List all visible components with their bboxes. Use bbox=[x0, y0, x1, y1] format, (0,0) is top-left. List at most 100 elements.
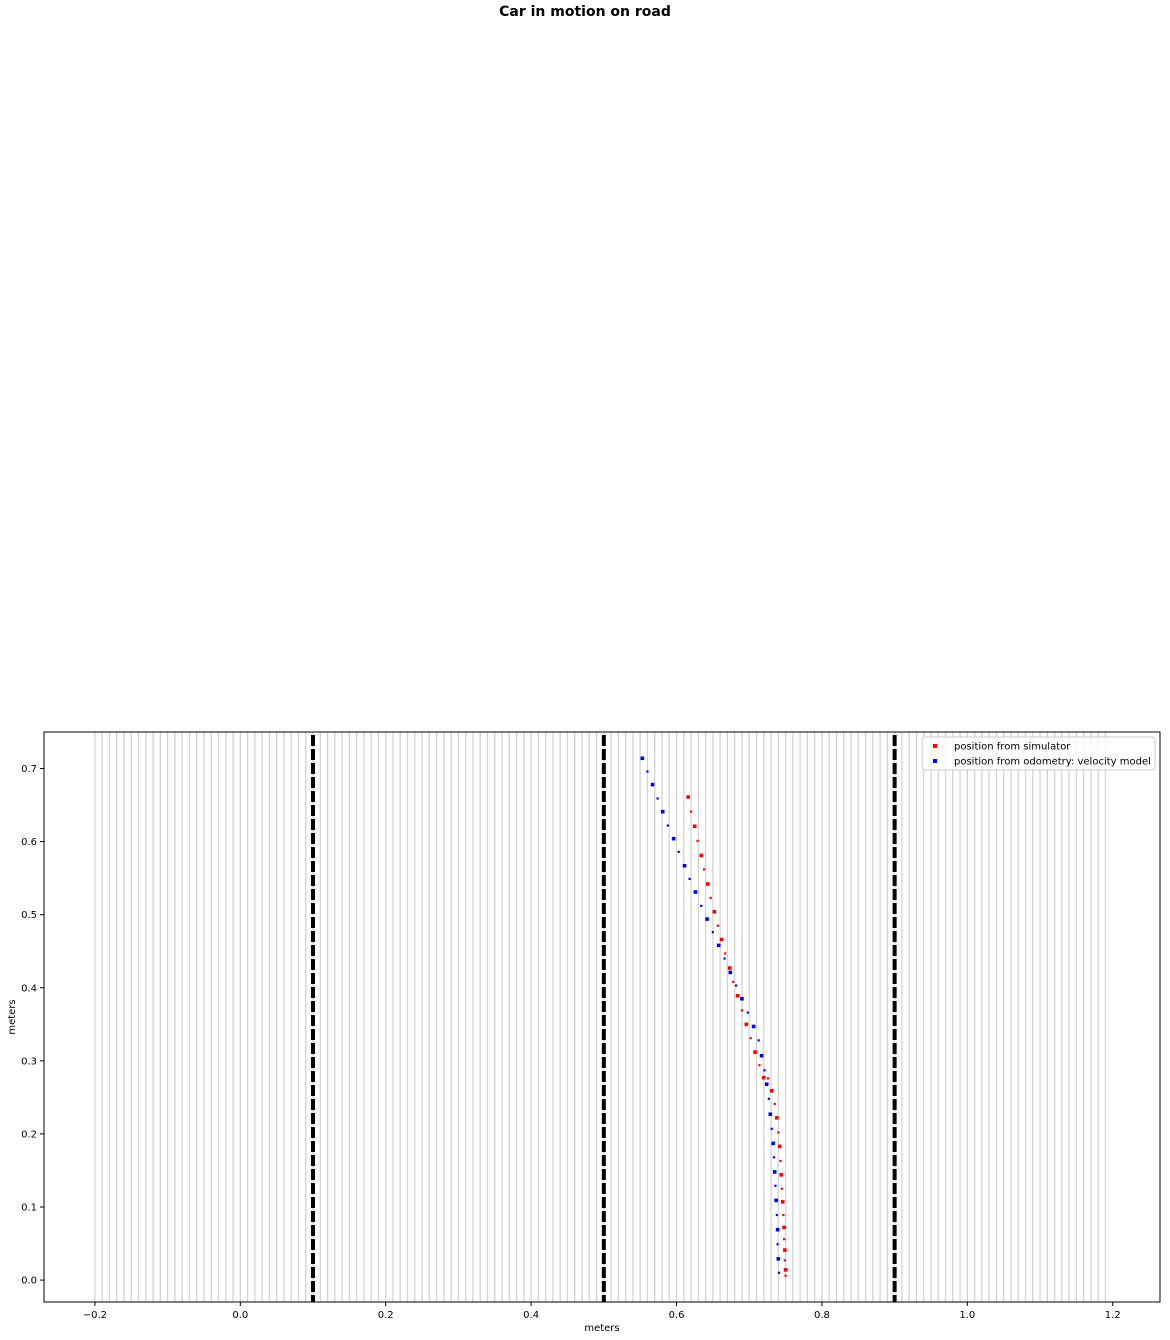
data-point bbox=[770, 1127, 773, 1130]
data-point bbox=[735, 984, 738, 987]
x-tick-label: 1.2 bbox=[1105, 1310, 1121, 1321]
data-point bbox=[735, 994, 740, 998]
data-point bbox=[775, 1227, 780, 1232]
x-tick-label: 0.2 bbox=[378, 1310, 394, 1321]
y-tick-label: 0.3 bbox=[21, 1056, 37, 1067]
data-point bbox=[705, 917, 709, 921]
road-lines bbox=[94, 732, 1107, 1302]
data-point bbox=[783, 1238, 786, 1241]
data-point bbox=[692, 824, 697, 829]
series-layer bbox=[640, 756, 788, 1277]
data-point bbox=[732, 980, 735, 984]
data-point bbox=[783, 1259, 786, 1262]
data-point bbox=[744, 1022, 749, 1027]
data-point bbox=[689, 810, 693, 813]
y-tick-label: 0.5 bbox=[21, 910, 37, 921]
data-point bbox=[767, 1077, 770, 1080]
data-point bbox=[779, 1159, 782, 1163]
y-axis: 0.0 0.1 0.2 0.3 0.4 0.5 0.6 0.7 bbox=[21, 764, 44, 1287]
data-point bbox=[686, 795, 690, 799]
data-point bbox=[746, 1011, 749, 1014]
data-point bbox=[753, 1050, 757, 1054]
data-point bbox=[777, 1131, 780, 1134]
x-tick-label: 0.0 bbox=[232, 1310, 248, 1321]
data-point bbox=[671, 836, 676, 841]
x-tick-label: 0.4 bbox=[523, 1310, 539, 1321]
legend-marker-odometry bbox=[933, 759, 937, 763]
data-point bbox=[712, 909, 717, 914]
data-point bbox=[751, 1024, 756, 1029]
data-point bbox=[700, 904, 703, 908]
chart-title: Car in motion on road bbox=[499, 4, 671, 20]
y-tick-label: 0.6 bbox=[21, 837, 37, 848]
x-tick-label: 0.6 bbox=[669, 1310, 685, 1321]
data-point bbox=[776, 1243, 779, 1246]
data-point bbox=[640, 756, 645, 761]
data-point bbox=[767, 1097, 770, 1100]
data-point bbox=[749, 1037, 752, 1040]
y-tick-label: 0.4 bbox=[21, 983, 37, 994]
data-point bbox=[784, 1274, 787, 1277]
data-point bbox=[759, 1053, 764, 1058]
x-tick-label: −0.2 bbox=[83, 1310, 107, 1321]
legend-marker-simulator bbox=[933, 744, 937, 748]
data-point bbox=[782, 1225, 786, 1230]
data-point bbox=[650, 782, 655, 787]
data-point bbox=[705, 882, 710, 886]
data-point bbox=[769, 1089, 774, 1093]
data-point bbox=[777, 1144, 782, 1149]
data-point bbox=[758, 1064, 761, 1067]
data-point bbox=[682, 863, 687, 868]
data-point bbox=[656, 797, 659, 800]
data-point bbox=[783, 1268, 788, 1272]
data-point bbox=[763, 1069, 766, 1072]
data-point bbox=[719, 937, 724, 942]
data-point bbox=[764, 1082, 769, 1087]
data-point bbox=[761, 1075, 766, 1080]
data-point bbox=[779, 1173, 784, 1177]
data-point bbox=[724, 952, 727, 955]
data-point bbox=[660, 809, 665, 814]
data-point bbox=[646, 770, 649, 773]
data-point bbox=[772, 1156, 776, 1159]
x-axis: −0.2 0.0 0.2 0.4 0.6 0.8 1.0 1.2 bbox=[83, 1302, 1121, 1321]
data-point bbox=[740, 1009, 744, 1012]
data-point bbox=[768, 1112, 773, 1116]
data-point bbox=[740, 996, 744, 1001]
legend-label-odometry: position from odometry: velocity model bbox=[954, 757, 1151, 768]
data-point bbox=[666, 824, 669, 827]
data-point bbox=[777, 1271, 781, 1274]
legend-label-simulator: position from simulator bbox=[954, 742, 1071, 753]
data-point bbox=[711, 931, 714, 934]
y-tick-label: 0.2 bbox=[21, 1129, 37, 1140]
y-tick-label: 0.1 bbox=[21, 1203, 37, 1214]
data-point bbox=[716, 924, 720, 927]
data-point bbox=[773, 1102, 776, 1106]
data-point bbox=[783, 1248, 787, 1252]
y-tick-label: 0.7 bbox=[21, 764, 37, 775]
data-point bbox=[696, 839, 699, 842]
data-point bbox=[709, 896, 712, 899]
lane-markings bbox=[311, 735, 897, 1302]
plot-frame bbox=[43, 731, 1161, 1303]
data-point bbox=[772, 1170, 777, 1174]
data-point bbox=[688, 877, 691, 880]
data-point bbox=[775, 1116, 779, 1120]
series-1 bbox=[640, 756, 781, 1274]
data-point bbox=[774, 1198, 778, 1203]
data-point bbox=[703, 868, 706, 871]
legend: position from simulator position from od… bbox=[921, 736, 1156, 771]
data-point bbox=[757, 1039, 760, 1042]
data-point bbox=[780, 1200, 785, 1204]
data-point bbox=[677, 850, 680, 853]
data-point bbox=[771, 1141, 776, 1146]
y-axis-label: meters bbox=[7, 999, 18, 1034]
x-tick-label: 1.0 bbox=[959, 1310, 975, 1321]
x-axis-label: meters bbox=[584, 1323, 619, 1334]
data-point bbox=[728, 970, 733, 975]
data-point bbox=[782, 1213, 785, 1217]
data-point bbox=[716, 943, 721, 948]
series-0 bbox=[686, 795, 788, 1277]
data-point bbox=[774, 1184, 777, 1187]
